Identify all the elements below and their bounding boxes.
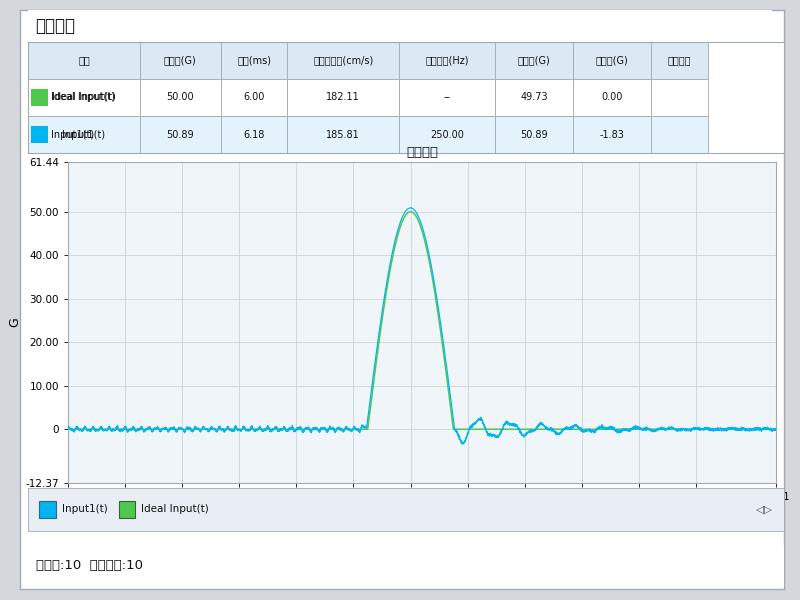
Text: Input1(t): Input1(t) [62,130,106,139]
Bar [651,42,709,79]
Bar [399,42,495,79]
Bar [31,89,48,106]
Bar [28,42,140,79]
Text: 185.81: 185.81 [326,130,360,139]
Text: 时域分析: 时域分析 [35,17,75,35]
Y-axis label: G: G [8,317,21,328]
Bar [28,116,140,153]
Bar [118,501,135,518]
X-axis label: 时间(ms): 时间(ms) [402,506,442,519]
Bar [399,116,495,153]
Text: 50.89: 50.89 [166,130,194,139]
Bar [573,79,651,116]
Text: 低通滤波(Hz): 低通滤波(Hz) [426,55,469,65]
Text: 50.00: 50.00 [166,92,194,103]
Bar [651,116,709,153]
Text: 状态描述: 状态描述 [668,55,691,65]
Text: 6.18: 6.18 [243,130,265,139]
Text: ◁▷: ◁▷ [756,505,773,514]
Bar [28,79,140,116]
Bar [495,42,573,79]
Text: 49.73: 49.73 [520,92,548,103]
Bar [221,79,287,116]
Text: 速度变化量(cm/s): 速度变化量(cm/s) [313,55,374,65]
Bar [495,116,573,153]
Bar [399,79,495,116]
Bar [495,79,573,116]
Bar [31,126,48,143]
Text: 名称: 名称 [78,55,90,65]
Text: Ideal Input(t): Ideal Input(t) [50,92,114,103]
Bar [287,79,399,116]
Text: Input1(t): Input1(t) [50,130,94,139]
Bar [140,116,221,153]
Bar [287,42,399,79]
Bar [28,79,140,116]
Text: 0.00: 0.00 [602,92,622,103]
Bar [651,79,709,116]
Bar [573,42,651,79]
Bar [287,116,399,153]
Text: 50.89: 50.89 [520,130,548,139]
Text: --: -- [444,92,450,103]
Text: 最大值(G): 最大值(G) [518,55,550,65]
Bar [221,116,287,153]
Bar [573,116,651,153]
Text: 最小值(G): 最小值(G) [596,55,628,65]
Text: 加速度(G): 加速度(G) [164,55,197,65]
Bar [221,42,287,79]
Text: 总帧数:10  当前帧数:10: 总帧数:10 当前帧数:10 [35,559,142,572]
Bar [140,79,221,116]
Text: 脉宽(ms): 脉宽(ms) [237,55,271,65]
Title: 时域信号: 时域信号 [406,146,438,160]
Text: Input1(t): Input1(t) [62,505,108,514]
Bar [28,116,140,153]
Text: 182.11: 182.11 [326,92,360,103]
Text: 250.00: 250.00 [430,130,464,139]
Text: 6.00: 6.00 [243,92,265,103]
Bar [39,501,56,518]
Text: Ideal Input(t): Ideal Input(t) [52,92,116,103]
Text: Ideal Input(t): Ideal Input(t) [142,505,209,514]
Text: -1.83: -1.83 [599,130,625,139]
Bar [140,42,221,79]
